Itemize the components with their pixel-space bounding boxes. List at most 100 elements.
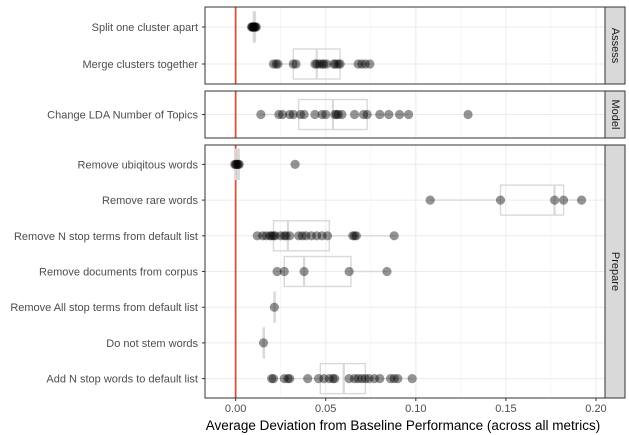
data-point <box>310 109 320 120</box>
data-point <box>251 22 261 32</box>
data-point <box>321 109 331 120</box>
data-point <box>285 109 295 120</box>
data-point <box>357 59 367 69</box>
category-label-change-lda-number-of-topics: Change LDA Number of Topics <box>47 110 198 122</box>
data-point <box>322 59 332 69</box>
category-label-split-one-cluster-apart: Split one cluster apart <box>92 22 198 34</box>
data-point <box>549 195 560 205</box>
data-point <box>358 109 369 120</box>
strip-label-prepare: Prepare <box>609 252 621 291</box>
data-point <box>230 159 240 169</box>
data-point <box>333 109 343 120</box>
data-point <box>319 59 329 69</box>
data-point <box>288 59 298 69</box>
data-point <box>389 374 399 384</box>
data-point <box>330 109 340 120</box>
data-point <box>369 374 379 384</box>
data-point <box>290 159 300 169</box>
data-point <box>349 374 360 384</box>
row-change-lda-number-of-topics <box>256 98 473 131</box>
data-point <box>285 374 295 384</box>
data-point <box>248 22 258 32</box>
category-label-remove-n-stop-terms-from-default-list: Remove N stop terms from default list <box>14 231 198 243</box>
data-point <box>258 338 269 348</box>
row-remove-all-stop-terms-from-default-list <box>269 291 279 323</box>
data-point <box>389 231 399 241</box>
data-point <box>425 195 435 205</box>
data-point <box>337 109 347 120</box>
data-point <box>303 374 313 384</box>
strip-assess <box>604 6 626 85</box>
box <box>272 220 331 252</box>
data-point <box>268 231 279 241</box>
category-label-add-n-stop-words-to-default-list: Add N stop words to default list <box>46 374 198 386</box>
data-point <box>249 22 259 32</box>
strip-label-assess: Assess <box>609 28 621 64</box>
category-label-merge-clusters-together: Merge clusters together <box>82 59 198 71</box>
data-point <box>279 266 289 277</box>
data-point <box>301 231 311 241</box>
panel-border-assess <box>204 6 606 85</box>
data-point <box>317 59 327 69</box>
data-point <box>314 59 325 69</box>
category-label-remove-documents-from-corpus: Remove documents from corpus <box>39 267 198 279</box>
data-point <box>324 374 334 384</box>
data-point <box>364 374 374 384</box>
row-remove-ubiqitous-words <box>230 148 300 181</box>
data-point <box>394 109 405 120</box>
data-point <box>310 59 320 69</box>
data-point <box>232 159 243 169</box>
data-point <box>285 231 295 241</box>
data-point <box>288 109 298 120</box>
x-tick-label: 0.05 <box>315 403 336 415</box>
data-point <box>252 231 262 241</box>
data-point <box>360 59 370 69</box>
data-point <box>407 374 417 384</box>
data-point <box>272 266 282 277</box>
data-point <box>404 109 414 120</box>
data-point <box>349 231 360 241</box>
row-remove-n-stop-terms-from-default-list <box>252 220 399 252</box>
data-point <box>353 374 363 384</box>
category-label-do-not-stem-words: Do not stem words <box>106 338 198 350</box>
data-point <box>261 231 271 241</box>
data-point <box>382 266 392 277</box>
category-label-remove-ubiqitous-words: Remove ubiqitous words <box>78 159 199 171</box>
data-point <box>353 59 363 69</box>
x-tick-label: 0.15 <box>495 403 516 415</box>
data-point <box>276 231 286 241</box>
data-point <box>313 374 324 384</box>
data-point <box>270 231 280 241</box>
data-point <box>348 231 358 241</box>
data-point <box>331 59 341 69</box>
data-point <box>269 302 279 312</box>
data-point <box>247 22 257 32</box>
data-point <box>329 59 339 69</box>
data-point <box>279 374 289 384</box>
data-point <box>328 374 338 384</box>
data-point <box>335 59 345 69</box>
data-point <box>258 231 268 241</box>
data-point <box>250 22 261 32</box>
data-point <box>558 195 569 205</box>
data-point <box>331 109 342 120</box>
data-point <box>231 159 242 169</box>
data-point <box>233 159 243 169</box>
data-point <box>295 109 306 120</box>
data-point <box>384 109 394 120</box>
data-point <box>375 109 385 120</box>
data-point <box>322 231 333 241</box>
box <box>283 255 352 288</box>
row-remove-rare-words <box>425 184 587 216</box>
data-point <box>463 109 473 120</box>
data-point <box>256 109 266 120</box>
row-do-not-stem-words <box>258 327 269 359</box>
strip-prepare <box>604 144 626 399</box>
data-point <box>317 109 327 120</box>
data-point <box>357 374 367 384</box>
data-point <box>250 22 260 32</box>
data-point <box>273 59 283 69</box>
data-point <box>362 109 372 120</box>
data-point <box>375 374 385 384</box>
data-point <box>246 22 257 32</box>
